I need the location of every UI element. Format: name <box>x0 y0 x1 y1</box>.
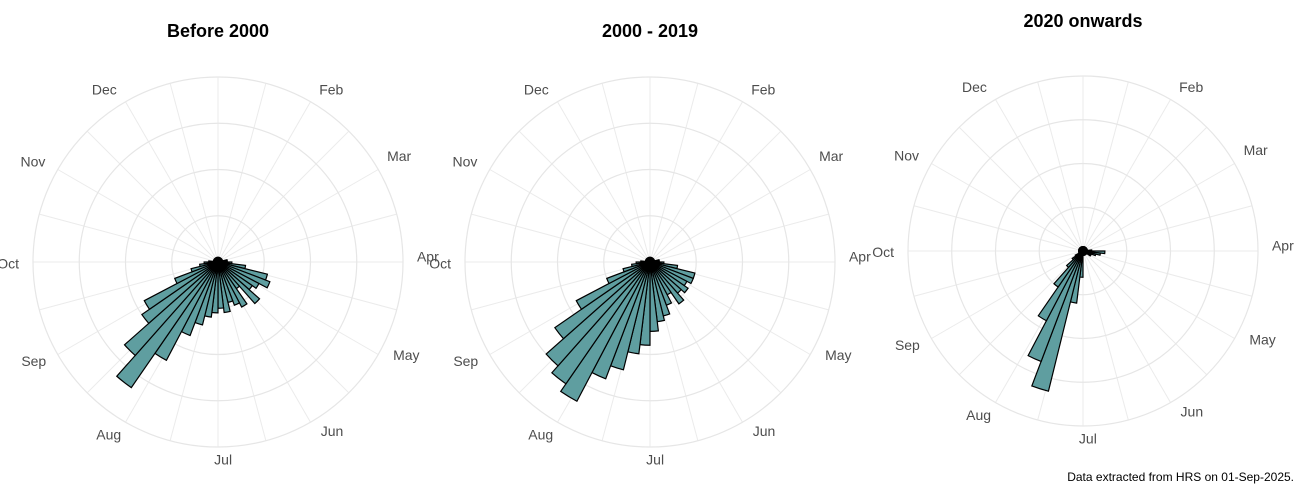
grid-circle <box>951 119 1215 383</box>
month-label: Mar <box>387 148 411 164</box>
bar <box>143 261 219 311</box>
grid-circle <box>1038 206 1128 296</box>
month-label: Feb <box>751 81 775 97</box>
month-label: Dec <box>92 81 117 97</box>
grid-circle <box>464 76 836 448</box>
bar <box>216 256 219 263</box>
month-label: Nov <box>894 148 919 164</box>
month-label: Oct <box>872 244 894 260</box>
month-label: Sep <box>21 353 46 369</box>
month-label: May <box>1249 331 1275 347</box>
month-label: Feb <box>1179 79 1203 95</box>
bar <box>622 261 651 273</box>
month-label: Apr <box>417 248 439 264</box>
bar <box>141 261 219 325</box>
month-label: Sep <box>453 353 478 369</box>
chart-title: Before 2000 <box>167 21 269 41</box>
month-label: Mar <box>1244 142 1268 158</box>
bar <box>115 261 219 389</box>
month-label: Feb <box>319 81 343 97</box>
bar <box>1027 250 1084 363</box>
caption: Data extracted from HRS on 01-Sep-2025. <box>1067 470 1294 484</box>
bar <box>649 261 685 305</box>
bar <box>559 261 651 403</box>
bar <box>173 261 219 285</box>
bar <box>1037 250 1084 322</box>
bar <box>217 261 231 314</box>
month-label: Jul <box>1079 431 1097 447</box>
chart-title: 2020 onwards <box>1023 11 1142 31</box>
bar <box>190 261 219 273</box>
month-label: Apr <box>1272 238 1294 254</box>
bar <box>551 261 651 385</box>
month-label: Jun <box>753 423 776 439</box>
month-label: Dec <box>962 79 987 95</box>
month-label: Aug <box>966 407 991 423</box>
month-label: May <box>825 347 851 363</box>
month-label: Aug <box>528 427 553 443</box>
bar <box>217 261 241 307</box>
bar <box>575 261 651 311</box>
bar <box>1081 246 1084 252</box>
month-label: Apr <box>849 248 871 264</box>
month-label: Mar <box>819 148 843 164</box>
month-label: Sep <box>895 337 920 353</box>
grid-circle <box>556 168 744 356</box>
month-label: Oct <box>0 255 19 271</box>
bar <box>217 261 261 305</box>
month-label: Nov <box>452 154 477 170</box>
grid-circle <box>32 76 404 448</box>
bar <box>123 261 219 357</box>
month-label: Aug <box>96 427 121 443</box>
bar <box>217 261 248 308</box>
month-label: Jul <box>214 452 232 468</box>
grid-circle <box>994 162 1172 340</box>
grid-circle <box>78 122 358 402</box>
bar <box>648 256 651 263</box>
grid-circle <box>124 168 312 356</box>
month-label: Jul <box>646 452 664 468</box>
month-label: Jun <box>1181 404 1204 420</box>
bar <box>605 261 651 285</box>
grid-circle <box>907 75 1259 427</box>
bar <box>554 261 651 340</box>
month-label: Jun <box>321 423 344 439</box>
bar <box>545 261 651 367</box>
chart-title: 2000 - 2019 <box>602 21 698 41</box>
month-label: Oct <box>429 255 451 271</box>
month-label: Dec <box>524 81 549 97</box>
month-label: May <box>393 347 419 363</box>
month-label: Nov <box>20 154 45 170</box>
grid-circle <box>510 122 790 402</box>
